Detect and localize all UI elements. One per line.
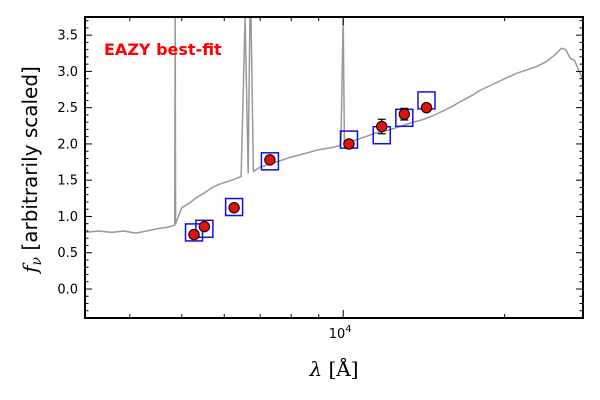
y-tick-label: 0.5 bbox=[57, 246, 78, 261]
observed-flux-point bbox=[376, 120, 388, 133]
observed-flux-point bbox=[264, 154, 276, 166]
y-axis-label: fν [arbitrarily scaled] bbox=[18, 66, 45, 275]
observed-flux-point bbox=[228, 202, 240, 214]
y-tick-label: 3.5 bbox=[57, 29, 78, 44]
model-flux-box bbox=[224, 197, 244, 217]
observed-flux-point bbox=[343, 138, 355, 150]
model-flux-box bbox=[184, 223, 204, 242]
observed-flux-point bbox=[188, 228, 200, 241]
model-flux-box bbox=[195, 219, 214, 239]
x-tick-label: 104 bbox=[329, 324, 352, 342]
axis-ticks: 0.0 0.5 1.0 1.5 2.0 2.5 3.0 3.5 104 bbox=[57, 17, 583, 342]
template-spectrum-layer bbox=[85, 17, 583, 234]
y-tick-label: 1.5 bbox=[57, 174, 78, 189]
model-boxes-layer bbox=[184, 91, 436, 242]
model-flux-box bbox=[260, 152, 280, 171]
observed-flux-point bbox=[198, 220, 211, 233]
observed-flux-point bbox=[420, 101, 433, 114]
observed-flux-point bbox=[398, 108, 411, 120]
y-tick-label: 2.5 bbox=[57, 101, 78, 116]
template-spectrum-line bbox=[85, 17, 583, 234]
y-tick-label: 0.0 bbox=[57, 282, 78, 297]
chart-annotation: EAZY best-fit bbox=[104, 40, 222, 59]
y-tick-label: 3.0 bbox=[57, 65, 78, 80]
plot-frame bbox=[84, 16, 584, 319]
y-tick-label: 1.0 bbox=[57, 210, 78, 225]
x-axis-label: λ [Å] bbox=[308, 356, 358, 381]
observed-points-layer bbox=[188, 101, 433, 241]
y-tick-label: 2.0 bbox=[57, 137, 78, 152]
